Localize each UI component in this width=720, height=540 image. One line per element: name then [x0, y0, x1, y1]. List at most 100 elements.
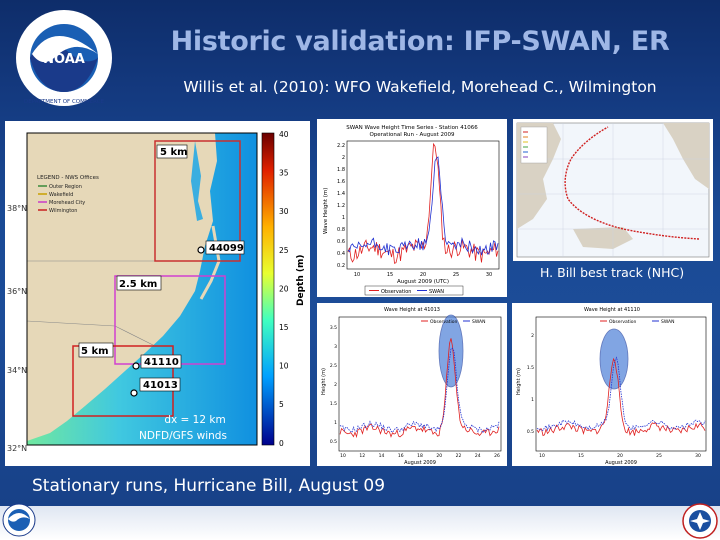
- ts2-ylabel: Height (m): [321, 368, 327, 395]
- lon-label: 79°W: [97, 451, 118, 460]
- noaa-ring-text: DEPARTMENT OF COMMERCE: [24, 99, 104, 105]
- svg-text:44099: 44099: [209, 243, 244, 254]
- y-tick-label: 1.4: [337, 191, 345, 197]
- y-tick-label: 1.6: [337, 179, 345, 185]
- y-tick-label: 0.8: [337, 227, 345, 233]
- lon-label: 81°W: [31, 451, 52, 460]
- legend-item: Wakefield: [49, 192, 73, 198]
- y-tick-label: 1: [334, 420, 337, 426]
- svg-text:Observation: Observation: [381, 289, 411, 295]
- x-tick-label: 15: [387, 272, 393, 278]
- svg-text:SWAN: SWAN: [472, 319, 486, 325]
- x-tick-label: 30: [695, 453, 701, 459]
- colorbar-tick: 25: [279, 246, 289, 255]
- svg-text:SWAN: SWAN: [429, 289, 444, 295]
- ts1-legend: Observation SWAN: [364, 285, 464, 296]
- ts3-model-series: [536, 356, 706, 432]
- ts1-ylabel: Wave Height (m): [323, 188, 329, 234]
- map-legend: LEGEND - NWS Offices Outer Region Wakefie…: [35, 171, 99, 219]
- ts-station-chart: SWAN Wave Height Time Series - Station 4…: [317, 119, 507, 297]
- x-tick-label: 20: [617, 453, 623, 459]
- y-tick-label: 3: [334, 344, 337, 350]
- y-tick-label: 2: [342, 155, 345, 161]
- svg-text:Observation: Observation: [609, 319, 637, 325]
- domain-map: LEGEND - NWS Offices Outer Region Wakefie…: [5, 121, 310, 466]
- x-tick-label: 25: [656, 453, 662, 459]
- legend-item: Outer Region: [49, 184, 82, 190]
- buoy-44099[interactable]: 44099: [197, 240, 245, 255]
- track-caption: H. Bill best track (NHC): [540, 265, 685, 280]
- ts-41013-chart: Wave Height at 41013 3.5 3 2.5 2 1.5 1 0.5 10 1…: [317, 303, 507, 466]
- y-tick-label: 2.5: [330, 363, 337, 369]
- noaa-logo-icon: NOAA DEPARTMENT OF COMMERCE: [16, 10, 112, 106]
- noaa-small-icon: [2, 503, 36, 537]
- ts1-observation-series: [347, 142, 499, 264]
- y-tick-label: 1.5: [527, 365, 534, 371]
- colorbar-tick: 20: [279, 284, 289, 293]
- lat-label: 32°N: [7, 444, 27, 453]
- lon-label: 75°W: [229, 451, 250, 460]
- legend-item: Morehead City: [49, 200, 85, 206]
- ts3-xlabel: August 2009: [605, 460, 637, 466]
- ts1-model-series: [347, 156, 499, 256]
- footer-caption: Stationary runs, Hurricane Bill, August …: [32, 476, 386, 496]
- lon-label: 76°W: [196, 451, 217, 460]
- colorbar-tick: 30: [279, 207, 289, 216]
- grid-label-top: 5 km: [156, 144, 188, 159]
- y-tick-label: 2.2: [337, 143, 345, 149]
- x-tick-label: 26: [494, 453, 500, 459]
- svg-text:SWAN: SWAN: [661, 319, 675, 325]
- y-tick-label: 1.8: [337, 167, 345, 173]
- colorbar-label: Depth (m): [296, 255, 306, 306]
- x-tick-label: 14: [379, 453, 385, 459]
- x-tick-label: 20: [436, 453, 442, 459]
- svg-text:2.5 km: 2.5 km: [119, 279, 157, 290]
- lat-label: 34°N: [7, 366, 27, 375]
- x-tick-label: 12: [359, 453, 365, 459]
- x-tick-label: 15: [578, 453, 584, 459]
- grid-label-left: 5 km: [78, 342, 114, 358]
- winds-label: NDFD/GFS winds: [139, 430, 227, 442]
- ts1-title-line1: SWAN Wave Height Time Series - Station 4…: [346, 125, 478, 131]
- resolution-label: dx = 12 km: [164, 414, 225, 426]
- svg-text:41013: 41013: [143, 380, 178, 391]
- footer-bar: [0, 506, 720, 540]
- buoy-41110[interactable]: 41110: [132, 354, 182, 370]
- svg-text:41110: 41110: [144, 357, 179, 368]
- depth-colorbar: [261, 132, 275, 446]
- x-tick-label: 18: [417, 453, 423, 459]
- ts3-observation-series: [536, 357, 706, 437]
- y-tick-label: 0.6: [337, 239, 345, 245]
- ts-41110-chart: Wave Height at 41110 2 1.5 1 0.5 10 15 20 25 30…: [512, 303, 712, 466]
- y-tick-label: 1: [531, 397, 534, 403]
- hurricane-track-line: [564, 126, 700, 240]
- lon-label: 77°W: [163, 451, 184, 460]
- ts3-title: Wave Height at 41110: [584, 307, 640, 313]
- ts3-legend: Observation SWAN: [600, 319, 675, 325]
- y-tick-label: 2: [334, 382, 337, 388]
- ts2-xlabel: August 2009: [404, 460, 436, 466]
- svg-text:Observation: Observation: [430, 319, 458, 325]
- ts2-observation-series: [339, 338, 500, 439]
- hurricane-track-map: [513, 119, 713, 261]
- slide-subtitle: Willis et al. (2010): WFO Wakefield, Mor…: [183, 78, 657, 96]
- colorbar-tick: 15: [279, 323, 289, 332]
- y-tick-label: 0.4: [337, 251, 345, 257]
- y-tick-label: 0.5: [527, 429, 534, 435]
- colorbar-tick: 0: [279, 439, 284, 448]
- legend-item: Wilmington: [49, 208, 77, 214]
- y-tick-label: 0.5: [330, 439, 337, 445]
- y-tick-label: 1: [342, 215, 345, 221]
- map-legend-title: LEGEND - NWS Offices: [37, 175, 99, 181]
- colorbar-tick: 35: [279, 169, 289, 178]
- y-tick-label: 1.5: [330, 401, 337, 407]
- x-tick-label: 16: [398, 453, 404, 459]
- x-tick-label: 25: [453, 272, 459, 278]
- lon-label: 80°W: [64, 451, 85, 460]
- ts2-title: Wave Height at 41013: [384, 307, 440, 313]
- grid-label-middle: 2.5 km: [116, 275, 162, 291]
- x-tick-label: 24: [475, 453, 481, 459]
- ts1-xlabel: August 2009 (UTC): [397, 279, 449, 285]
- y-tick-label: 3.5: [330, 325, 337, 331]
- buoy-41013[interactable]: 41013: [130, 377, 181, 397]
